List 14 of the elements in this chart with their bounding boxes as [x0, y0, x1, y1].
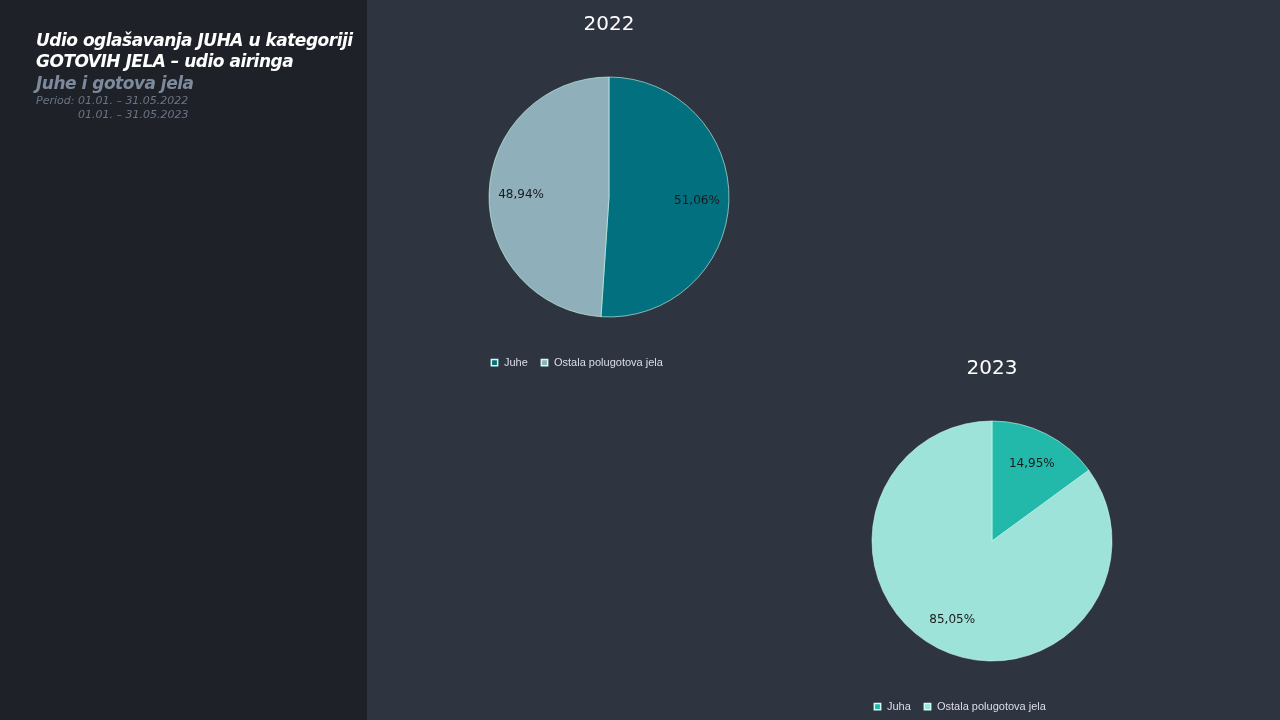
pie-slice — [871, 420, 1113, 662]
chart-title: 2023 — [966, 354, 1018, 379]
chart-title: 2022 — [583, 10, 635, 35]
text: 01.01. – 31.05.2023 — [77, 108, 190, 122]
data-label: 48,94% — [498, 187, 544, 202]
data-label: 85,05% — [929, 612, 976, 627]
text: Udio oglašavanja JUHA u kategoriji GOTOVIH JELA – udio airinga — [36, 30, 355, 72]
legend-label: Juhe — [504, 355, 528, 368]
data-label: 51,06% — [674, 192, 720, 207]
legend-label: Ostala polugotova jela — [554, 355, 664, 368]
text: Period: 01.01. – 31.05.2022 — [36, 94, 190, 108]
legend-label: Ostala polugotova jela — [937, 699, 1047, 712]
legend-label: Juha — [887, 699, 912, 712]
data-label: 14,95% — [1008, 455, 1055, 470]
